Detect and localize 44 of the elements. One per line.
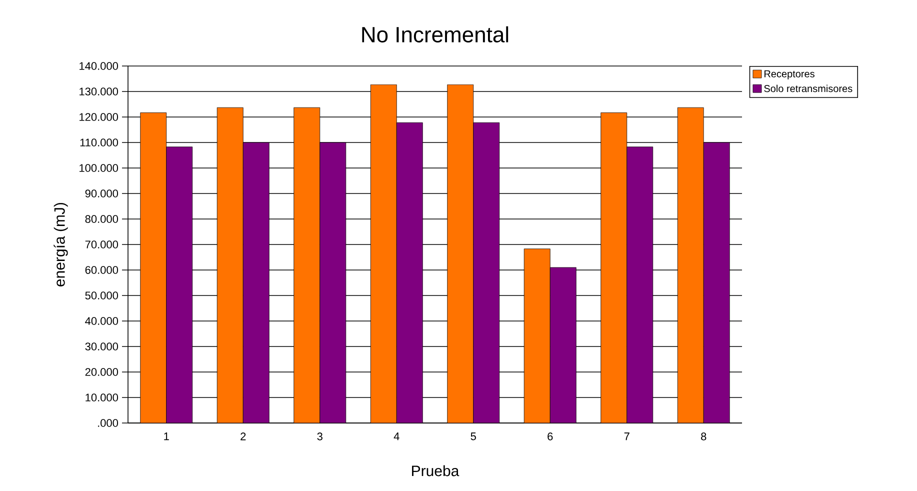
bar	[626, 146, 653, 423]
y-tick-label: 110.000	[80, 138, 118, 146]
x-tick-label: 1	[164, 432, 169, 440]
y-tick-label: 100.000	[80, 164, 118, 172]
bar	[243, 142, 270, 423]
x-tick-label: 6	[548, 432, 553, 440]
legend-label: Solo retransmisores	[764, 84, 852, 92]
bar	[600, 112, 627, 423]
bar	[703, 142, 730, 423]
bar	[524, 248, 550, 423]
y-tick-label: 50.000	[85, 292, 118, 300]
bar	[677, 107, 704, 423]
x-tick-label: 3	[317, 432, 322, 440]
bar	[550, 267, 576, 423]
y-tick-label: 130.000	[80, 88, 118, 96]
bar	[217, 108, 244, 423]
x-tick-label: 5	[470, 432, 476, 440]
bar	[396, 122, 423, 423]
x-tick-label: 2	[240, 432, 246, 440]
y-tick-label: .000	[98, 419, 118, 427]
bar	[447, 84, 474, 423]
bar	[320, 142, 346, 423]
bar	[140, 112, 166, 423]
x-axis-title: Prueba	[412, 465, 460, 476]
y-tick-label: 10.000	[86, 394, 118, 402]
bar	[294, 108, 320, 423]
y-tick-label: 30.000	[85, 342, 118, 350]
bar	[370, 84, 397, 423]
y-tick-label: 90.000	[85, 190, 118, 198]
y-tick-label: 70.000	[85, 240, 118, 248]
y-tick-label: 60.000	[85, 266, 118, 274]
chart-title: No Incremental	[362, 26, 508, 42]
x-tick-label: 7	[624, 432, 630, 440]
y-tick-label: 140.000	[80, 62, 118, 70]
y-tick-label: 120.000	[80, 113, 118, 121]
x-tick-label: 8	[701, 432, 706, 440]
y-tick-label: 40.000	[85, 317, 118, 325]
x-tick-label: 4	[394, 432, 400, 440]
bar	[166, 146, 192, 423]
y-tick-label: 20.000	[85, 368, 118, 376]
y-axis-title: energía (mJ)	[54, 202, 68, 286]
bar	[473, 122, 500, 423]
legend-label: Receptores	[764, 70, 814, 80]
y-tick-label: 80.000	[85, 215, 118, 223]
